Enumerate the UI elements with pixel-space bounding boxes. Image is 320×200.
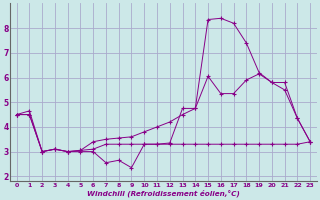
X-axis label: Windchill (Refroidissement éolien,°C): Windchill (Refroidissement éolien,°C)	[87, 189, 240, 197]
